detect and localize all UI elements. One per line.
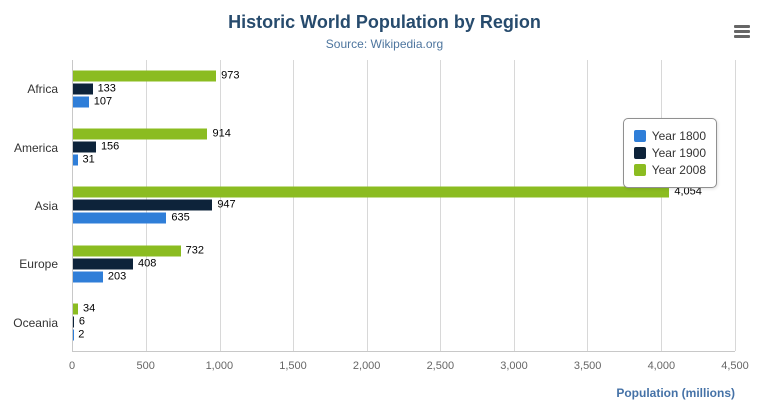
bar-year-1900[interactable]	[73, 258, 134, 270]
category-group: 914 156 31	[73, 118, 735, 176]
chart-subtitle: Source: Wikipedia.org	[325, 37, 444, 51]
chart-title: Historic World Population by Region	[228, 12, 541, 32]
bar-year-2008[interactable]	[73, 186, 670, 198]
y-category-label: Europe	[19, 257, 58, 272]
category-group: 973 133 107	[73, 60, 735, 118]
bar-row: 635	[73, 211, 735, 224]
bar-value-label: 203	[107, 270, 127, 283]
y-category-label: Asia	[34, 199, 58, 213]
bar-row: 947	[73, 198, 735, 211]
gridline	[366, 60, 368, 351]
x-axis-title: Population (millions)	[616, 386, 735, 400]
bar-year-1900[interactable]	[73, 316, 74, 328]
bar-row: 2	[73, 328, 735, 341]
bar-value-label: 34	[83, 302, 96, 315]
bar-year-2008[interactable]	[73, 303, 78, 315]
bar-row: 203	[73, 270, 735, 283]
bar-year-1900[interactable]	[73, 141, 96, 153]
legend-marker	[633, 164, 646, 176]
gridline	[734, 60, 736, 351]
x-tick-label: 3,000	[500, 360, 528, 372]
export-menu-button[interactable]	[729, 20, 755, 42]
bar-value-label: 133	[97, 82, 116, 95]
bar-value-label: 156	[100, 140, 120, 153]
category-group: 4,054 947 635	[73, 176, 735, 234]
gridline	[660, 60, 662, 351]
legend-item-year-2008[interactable]: Year 2008	[633, 163, 706, 177]
bar-value-label: 732	[185, 244, 205, 257]
bar-stack: 34 6 2	[73, 301, 735, 342]
bar-row: 31	[73, 153, 735, 166]
bar-value-label: 947	[217, 198, 236, 211]
bar-row: 156	[73, 140, 735, 153]
bar-row: 408	[73, 257, 735, 270]
gridline	[293, 60, 295, 351]
bar-row: 133	[73, 82, 735, 95]
plot-area: 973 133 107 914 156 31 4,054 947 635 732 408 203 34 6…	[72, 60, 736, 352]
bar-row: 973	[73, 69, 735, 82]
y-category-label: America	[13, 140, 58, 155]
bar-row: 4,054	[73, 185, 735, 198]
bar-row: 732	[73, 244, 735, 257]
legend: Year 1800 Year 1900 Year 2008	[622, 118, 717, 188]
gridline	[513, 60, 515, 351]
bar-value-label: 914	[212, 127, 231, 140]
bar-stack: 914 156 31	[73, 127, 735, 168]
bar-row: 6	[73, 315, 735, 328]
category-group: 732 408 203	[73, 235, 735, 293]
bar-stack: 4,054 947 635	[73, 185, 735, 226]
bar-year-1800[interactable]	[73, 96, 89, 108]
bar-year-1900[interactable]	[73, 83, 93, 95]
x-tick-label: 0	[68, 360, 76, 372]
y-category-label: Africa	[27, 82, 58, 97]
category-group: 34 6 2	[73, 293, 735, 351]
bar-value-label: 31	[82, 153, 95, 166]
bar-value-label: 4,054	[674, 185, 702, 198]
bar-year-2008[interactable]	[73, 245, 181, 257]
bar-stack: 732 408 203	[73, 243, 735, 284]
x-tick-label: 2,500	[426, 360, 455, 372]
x-tick-label: 500	[136, 360, 155, 372]
y-category-label: Oceania	[13, 315, 58, 330]
bar-year-1800[interactable]	[73, 154, 78, 166]
bar-year-2008[interactable]	[73, 128, 208, 140]
hamburger-icon	[734, 29, 750, 33]
bar-row: 107	[73, 95, 735, 108]
bar-value-label: 973	[221, 69, 240, 82]
bar-row: 914	[73, 127, 735, 140]
gridline	[587, 60, 589, 351]
x-tick-label: 4,500	[721, 360, 749, 372]
x-tick-label: 2,000	[352, 360, 381, 372]
bar-value-label: 408	[138, 257, 157, 270]
x-tick-label: 4,000	[647, 360, 676, 372]
x-tick-label: 3,500	[573, 360, 602, 372]
legend-marker	[633, 130, 646, 142]
bar-row: 34	[73, 302, 735, 315]
bar-year-1800[interactable]	[73, 212, 167, 224]
bar-stack: 973 133 107	[73, 69, 735, 110]
y-axis-labels: Africa America Asia Europe Oceania	[0, 60, 64, 352]
hamburger-icon	[734, 34, 750, 38]
x-tick-label: 1,000	[205, 360, 234, 372]
legend-marker	[633, 147, 646, 159]
x-axis-labels: 0 500 1,000 1,500 2,000 2,500 3,000 3,500 4,000 4…	[68, 360, 749, 374]
bar-year-1900[interactable]	[73, 199, 213, 211]
legend-label: Year 1900	[651, 146, 706, 160]
bar-value-label: 6	[78, 315, 85, 328]
bar-year-1800[interactable]	[73, 271, 103, 283]
bar-value-label: 635	[171, 211, 190, 224]
bar-year-2008[interactable]	[73, 70, 217, 82]
hamburger-icon	[734, 24, 750, 28]
bar-value-label: 107	[93, 95, 113, 108]
legend-item-year-1800[interactable]: Year 1800	[633, 129, 706, 143]
gridline	[219, 60, 221, 351]
legend-item-year-1900[interactable]: Year 1900	[633, 146, 706, 160]
x-tick-label: 1,500	[279, 360, 307, 372]
gridline	[440, 60, 442, 351]
bar-value-label: 2	[78, 328, 85, 341]
legend-label: Year 2008	[651, 163, 706, 177]
legend-label: Year 1800	[651, 129, 706, 143]
